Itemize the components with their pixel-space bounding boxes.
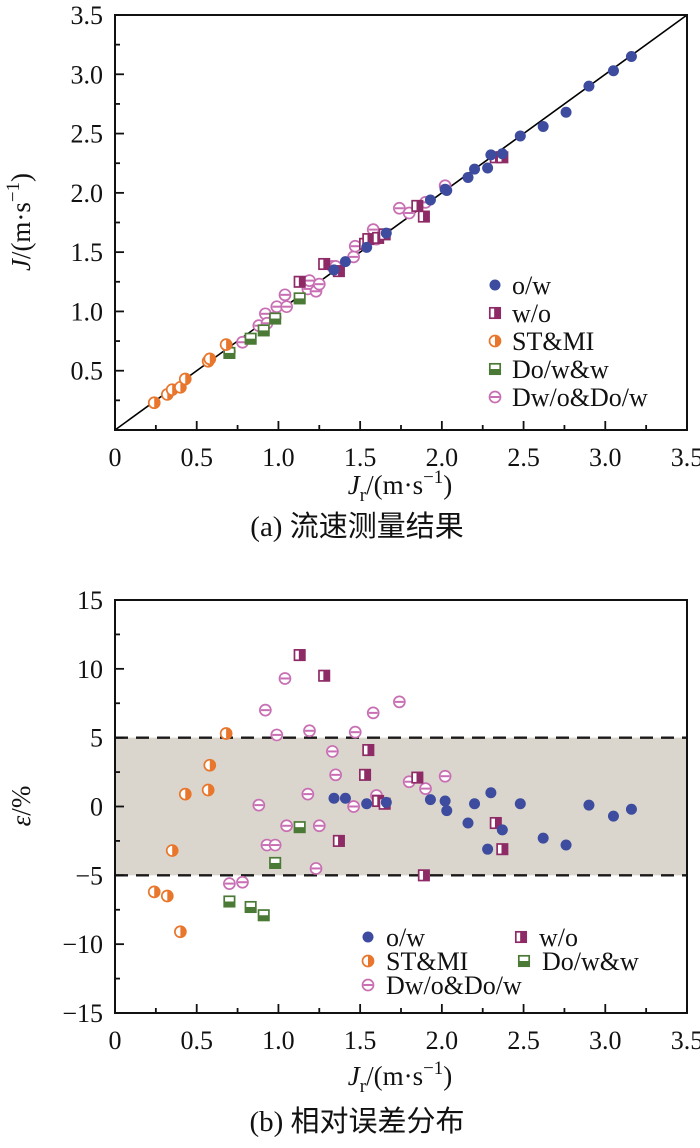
svg-text:3.0: 3.0	[589, 1026, 622, 1055]
axis-ticks	[114, 599, 688, 1014]
svg-text:3.0: 3.0	[71, 60, 104, 89]
series-o-w	[328, 787, 637, 855]
axis-ticks	[114, 14, 688, 431]
legend-label: ST&MI	[386, 947, 468, 976]
svg-text:3.5: 3.5	[671, 443, 700, 472]
svg-text:2.0: 2.0	[426, 1026, 459, 1055]
svg-text:2.5: 2.5	[507, 443, 540, 472]
svg-text:1.0: 1.0	[71, 297, 104, 326]
svg-text:1.0: 1.0	[262, 443, 295, 472]
legend-item-o-w: o/w	[489, 271, 551, 300]
svg-text:10: 10	[77, 655, 103, 684]
svg-text:2.0: 2.0	[71, 179, 104, 208]
y-axis-label: ε/%	[6, 786, 36, 827]
legend-item-dw-o-do-w: Dw/o&Do/w	[361, 971, 522, 1000]
tolerance-band	[115, 737, 687, 876]
legend-item-do-w-w: Do/w&w	[488, 355, 609, 384]
svg-text:1.5: 1.5	[71, 238, 104, 267]
svg-text:3.0: 3.0	[589, 443, 622, 472]
legend-label: w/o	[512, 299, 551, 328]
y-axis-label: J/(m·s−1​)	[3, 173, 36, 271]
legend-item-dw-o-do-w: Dw/o&Do/w	[488, 383, 648, 412]
legend-item-o-w: o/w	[362, 923, 425, 952]
legend-label: Dw/o&Do/w	[512, 383, 648, 412]
caption-a: (a) 流速测量结果	[250, 511, 464, 543]
legend-item-w-o: w/o	[488, 299, 551, 328]
svg-text:0.5: 0.5	[180, 443, 213, 472]
legend-item-do-w-w: Do/w&w	[517, 947, 639, 976]
legend-label: Do/w&w	[512, 355, 609, 384]
svg-text:−15: −15	[62, 999, 103, 1028]
legend-label: Dw/o&Do/w	[386, 971, 522, 1000]
svg-text:1.5: 1.5	[344, 1026, 377, 1055]
axis-tick-labels: 0 0.5 1.0 1.5 2.0 2.5 3.0 3.5 0.5 1.0 1.5 2.0 2.5 3.0…	[71, 1, 700, 472]
chart-a-svg: 0 0.5 1.0 1.5 2.0 2.5 3.0 3.5 0.5 1.0 1.5 2.0 2.5 3.0…	[3, 1, 700, 505]
svg-text:2.0: 2.0	[426, 443, 459, 472]
svg-text:3.5: 3.5	[71, 1, 104, 30]
series-st-mi	[147, 727, 233, 939]
series-o-w	[328, 51, 637, 276]
chart-a-container: 0 0.5 1.0 1.5 2.0 2.5 3.0 3.5 0.5 1.0 1.5 2.0 2.5 3.0…	[0, 0, 700, 505]
legend-label: w/o	[539, 923, 578, 952]
svg-text:3.5: 3.5	[671, 1026, 700, 1055]
legend: o/w w/o ST&MI Do/w&w Dw/o&Do/w	[361, 923, 639, 1000]
x-axis-label: Jr​/(m·s−1​)	[348, 467, 452, 505]
legend-item-st-mi: ST&MI	[361, 947, 468, 976]
svg-text:2.5: 2.5	[507, 1026, 540, 1055]
svg-text:15: 15	[77, 586, 103, 615]
caption-b: (b) 相对误差分布	[249, 1106, 465, 1138]
svg-text:5: 5	[90, 724, 103, 753]
legend-item-st-mi: ST&MI	[488, 327, 594, 356]
svg-text:0: 0	[109, 443, 122, 472]
svg-text:0: 0	[90, 793, 103, 822]
legend-label: o/w	[512, 271, 551, 300]
series-w-o	[293, 649, 509, 882]
legend-label: o/w	[386, 923, 425, 952]
svg-text:0: 0	[109, 1026, 122, 1055]
chart-b-svg: 0 0.5 1.0 1.5 2.0 2.5 3.0 3.5 −15 −10 −5 0 5 10 15 Jr​/…	[6, 586, 700, 1097]
svg-text:2.5: 2.5	[71, 120, 104, 149]
svg-text:1.0: 1.0	[262, 1026, 295, 1055]
svg-text:1.5: 1.5	[344, 443, 377, 472]
series-do-w-w	[223, 292, 306, 359]
series-do-w-w	[223, 821, 306, 922]
legend-label: Do/w&w	[542, 947, 639, 976]
svg-text:0.5: 0.5	[180, 1026, 213, 1055]
chart-b-container: 0 0.5 1.0 1.5 2.0 2.5 3.0 3.5 −15 −10 −5 0 5 10 15 Jr​/…	[0, 555, 700, 1100]
legend-item-w-o: w/o	[514, 923, 578, 952]
svg-text:0.5: 0.5	[71, 357, 104, 386]
axis-tick-labels: 0 0.5 1.0 1.5 2.0 2.5 3.0 3.5 −15 −10 −5 0 5 10 15	[62, 586, 700, 1055]
svg-text:−10: −10	[62, 930, 103, 959]
legend-label: ST&MI	[512, 327, 594, 356]
svg-text:−5: −5	[75, 861, 103, 890]
series-st-mi	[147, 338, 233, 410]
x-axis-label: Jr​/(m·s−1​)	[348, 1058, 452, 1097]
